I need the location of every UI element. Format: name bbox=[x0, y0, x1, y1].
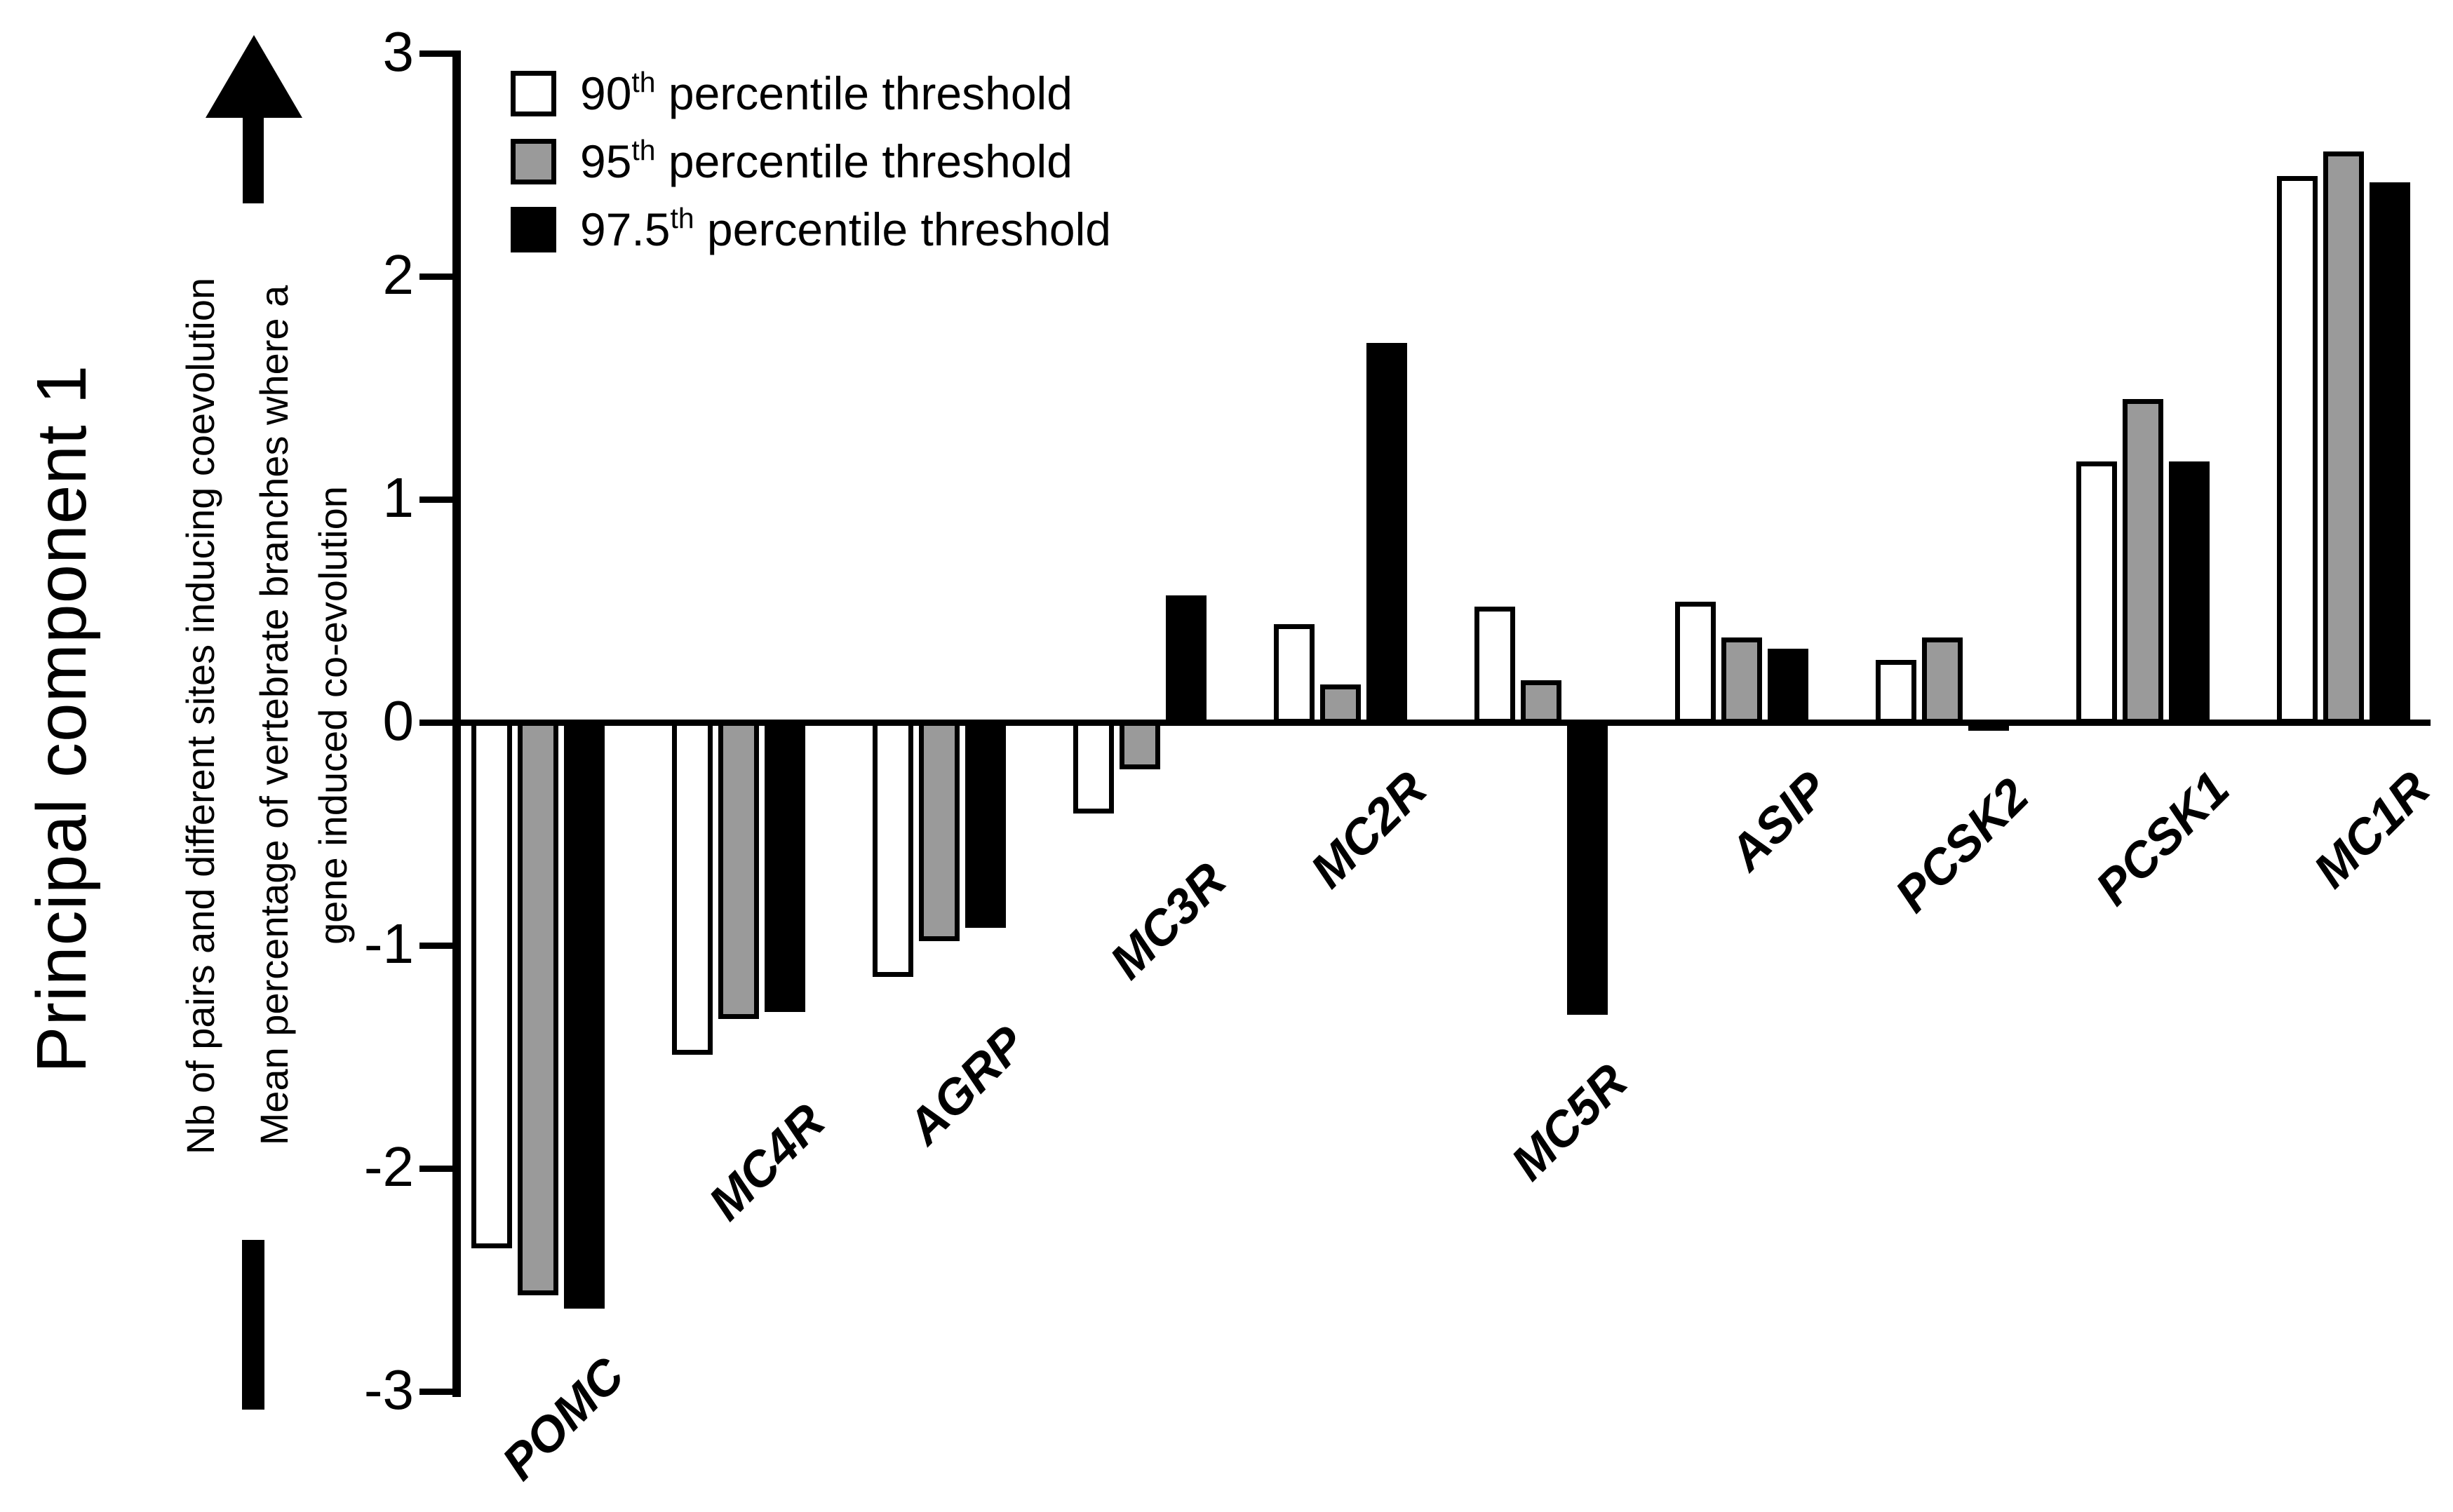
x-axis-label-mc5r: MC5R bbox=[1500, 1053, 1638, 1191]
legend-label-rest: percentile threshold bbox=[655, 135, 1073, 187]
legend-label-rest: percentile threshold bbox=[655, 67, 1073, 119]
x-axis-label-pomc: POMC bbox=[491, 1347, 635, 1491]
legend-label-sup: th bbox=[631, 65, 656, 98]
y-axis-tick-label: 3 bbox=[382, 20, 415, 83]
bar-mc3r-s1 bbox=[1120, 721, 1160, 769]
bar-mc5r-s0 bbox=[1474, 606, 1515, 724]
bar-agrp-s0 bbox=[873, 721, 913, 977]
bar-pcsk2-s1 bbox=[1922, 637, 1963, 724]
x-axis-label-mc1r: MC1R bbox=[2302, 761, 2440, 898]
y-axis-tick bbox=[419, 1388, 452, 1395]
y-axis-tick-label: -2 bbox=[363, 1135, 414, 1198]
bar-asip-s2 bbox=[1768, 649, 1808, 724]
bar-mc4r-s0 bbox=[672, 721, 713, 1055]
y-axis-tick-label: -3 bbox=[363, 1358, 414, 1421]
up-arrow-shaft bbox=[243, 114, 264, 203]
arrow-annotation-line-2: Mean percentage of vertebrate branches w… bbox=[252, 285, 296, 1146]
bar-pcsk1-s0 bbox=[2076, 461, 2117, 724]
bar-pomc-s2 bbox=[564, 721, 605, 1309]
legend: 90th percentile threshold 95th percentil… bbox=[511, 67, 1111, 274]
up-arrow-shaft-lower bbox=[242, 1240, 264, 1410]
bar-pcsk2-s2 bbox=[1968, 721, 2009, 731]
x-axis-label-mc2r: MC2R bbox=[1299, 761, 1437, 898]
legend-swatch-95th bbox=[511, 138, 556, 184]
x-axis-baseline bbox=[452, 720, 2431, 726]
y-axis-tick bbox=[419, 942, 452, 949]
bar-agrp-s2 bbox=[965, 721, 1006, 928]
bar-mc1r-s2 bbox=[2370, 182, 2410, 724]
bar-mc3r-s2 bbox=[1166, 595, 1207, 724]
legend-label-90th: 90th percentile threshold bbox=[580, 67, 1073, 119]
y-axis-tick bbox=[419, 50, 452, 57]
legend-label-num: 95 bbox=[580, 135, 632, 187]
y-axis-title: Principal component 1 bbox=[22, 364, 101, 1074]
y-axis-tick-label: 2 bbox=[382, 243, 415, 306]
bar-pomc-s1 bbox=[518, 721, 558, 1296]
bar-mc1r-s1 bbox=[2323, 151, 2364, 724]
bar-mc5r-s1 bbox=[1521, 680, 1561, 724]
bar-pcsk2-s0 bbox=[1876, 659, 1916, 724]
bar-asip-s0 bbox=[1675, 602, 1716, 724]
y-axis-tick-label: 1 bbox=[382, 466, 415, 529]
x-axis-label-pcsk1: PCSK1 bbox=[2085, 761, 2240, 916]
x-axis-label-pcsk2: PCSK2 bbox=[1884, 767, 2039, 922]
legend-label-num: 90 bbox=[580, 67, 632, 119]
y-axis-tick bbox=[419, 1165, 452, 1172]
y-axis-tick bbox=[419, 719, 452, 726]
legend-label-sup: th bbox=[631, 133, 656, 166]
legend-row-90th: 90th percentile threshold bbox=[511, 67, 1111, 119]
bar-asip-s1 bbox=[1721, 637, 1762, 724]
bar-mc4r-s1 bbox=[718, 721, 759, 1019]
legend-row-97-5th: 97.5th percentile threshold bbox=[511, 203, 1111, 255]
legend-swatch-90th bbox=[511, 70, 556, 116]
arrow-annotation-line-1: Nb of pairs and different sites inducing… bbox=[178, 277, 222, 1155]
y-axis-tick-label: 0 bbox=[382, 689, 415, 752]
x-axis-label-mc3r: MC3R bbox=[1098, 852, 1237, 990]
legend-label-num: 97.5 bbox=[580, 203, 671, 255]
legend-row-95th: 95th percentile threshold bbox=[511, 135, 1111, 187]
legend-label-rest: percentile threshold bbox=[694, 203, 1111, 255]
bar-mc5r-s2 bbox=[1567, 721, 1608, 1015]
arrow-annotation-line-3: gene induced co-evolution bbox=[311, 486, 355, 945]
bar-pcsk1-s1 bbox=[2123, 398, 2163, 724]
bar-pomc-s0 bbox=[471, 721, 512, 1249]
legend-label-sup: th bbox=[670, 201, 694, 234]
bar-mc4r-s2 bbox=[765, 721, 805, 1013]
bar-pcsk1-s2 bbox=[2169, 461, 2210, 724]
bar-mc2r-s1 bbox=[1320, 684, 1361, 724]
x-axis-label-mc4r: MC4R bbox=[697, 1093, 835, 1231]
up-arrow-icon bbox=[206, 35, 302, 118]
bar-mc2r-s2 bbox=[1366, 343, 1407, 724]
bar-mc1r-s0 bbox=[2277, 175, 2318, 724]
y-axis-tick-label: -1 bbox=[363, 912, 414, 975]
legend-label-95th: 95th percentile threshold bbox=[580, 135, 1073, 187]
bar-agrp-s1 bbox=[919, 721, 960, 941]
legend-label-97-5th: 97.5th percentile threshold bbox=[580, 203, 1111, 255]
x-axis-label-asip: ASIP bbox=[1718, 761, 1839, 881]
legend-swatch-97-5th bbox=[511, 206, 556, 252]
bar-mc2r-s0 bbox=[1274, 624, 1315, 724]
x-axis-label-agrp: AGRP bbox=[896, 1015, 1036, 1154]
y-axis-tick bbox=[419, 273, 452, 280]
bar-mc3r-s0 bbox=[1073, 721, 1114, 814]
y-axis-tick bbox=[419, 496, 452, 503]
